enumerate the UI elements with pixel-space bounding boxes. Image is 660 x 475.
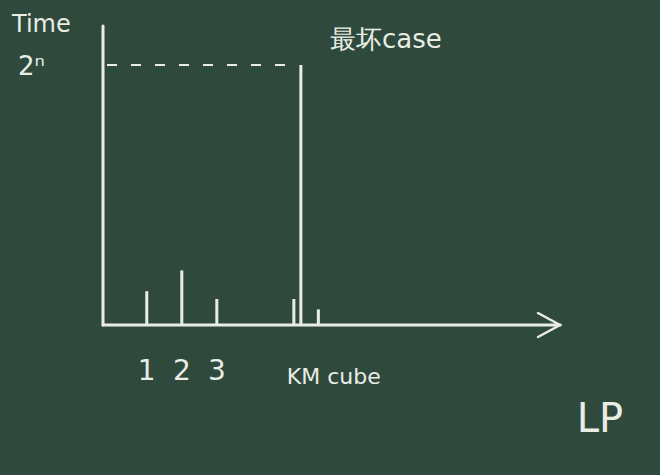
- bar: [180, 270, 183, 325]
- x-tick-label: KM cube: [287, 364, 381, 389]
- x-axis: [103, 324, 560, 327]
- title: 最坏case: [330, 24, 442, 54]
- x-tick-label: 3: [208, 354, 226, 387]
- bar: [299, 65, 302, 325]
- page: {"chart_data": {"type": "bar", "title": …: [0, 0, 660, 475]
- x-axis-title: LP: [577, 395, 623, 441]
- y-axis-title: Time: [11, 10, 71, 38]
- y-axis: [102, 26, 105, 325]
- bar: [317, 309, 320, 325]
- y-tick-guide: [107, 64, 297, 66]
- bars: [145, 65, 320, 325]
- x-tick-label: 2: [173, 354, 191, 387]
- bar: [145, 291, 148, 325]
- x-tick-label: 1: [138, 354, 156, 387]
- bar: [292, 299, 295, 325]
- y-tick-label: 2ⁿ: [18, 51, 45, 81]
- chart: 2ⁿ 123 KM cube Time 最坏case LP: [0, 0, 660, 475]
- bar: [215, 299, 218, 325]
- x-axis-arrow: [538, 313, 560, 337]
